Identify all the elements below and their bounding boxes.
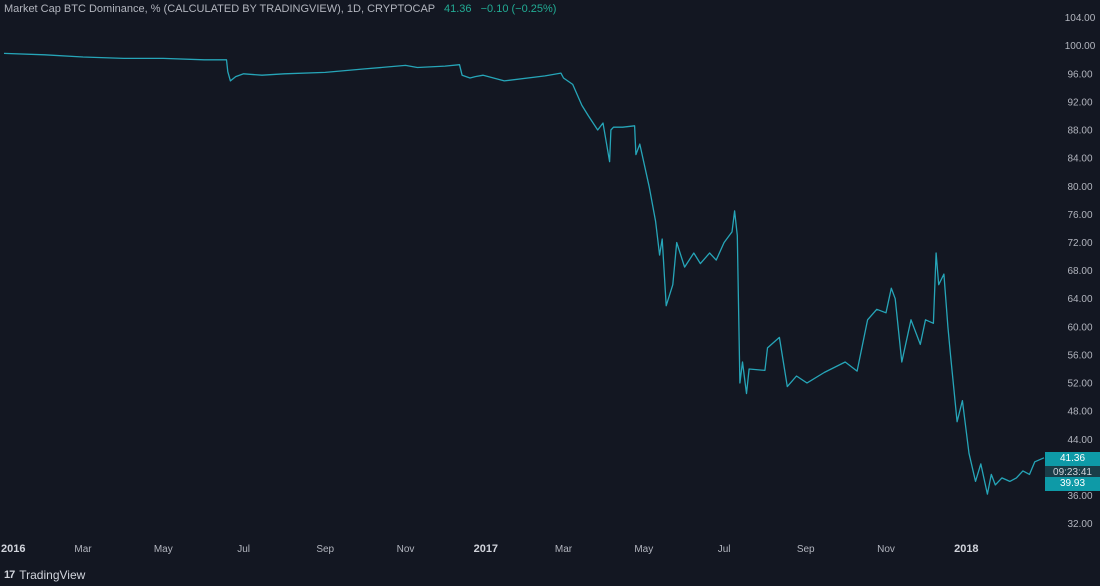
chart-legend-header: Market Cap BTC Dominance, % (CALCULATED …: [4, 3, 556, 15]
y-tick-label: 64.00: [1067, 294, 1092, 305]
btc-dominance-line: [3, 52, 1045, 495]
x-tick-label: 2016: [1, 543, 25, 555]
x-tick-label: 2017: [474, 543, 498, 555]
change-value: −0.10 (−0.25%): [480, 3, 557, 15]
x-tick-label: 2018: [954, 543, 978, 555]
bar-countdown-tag: 09:23:41: [1045, 466, 1100, 480]
y-tick-label: 60.00: [1067, 322, 1092, 333]
y-tick-label: 36.00: [1067, 491, 1092, 502]
x-tick-label: Jul: [718, 544, 731, 555]
brand-name: TradingView: [19, 568, 86, 582]
y-tick-label: 84.00: [1067, 154, 1092, 165]
x-tick-label: May: [634, 544, 653, 555]
y-tick-label: 76.00: [1067, 210, 1092, 221]
y-tick-label: 104.00: [1065, 13, 1096, 24]
x-axis[interactable]: 2016 Mar May Jul Sep Nov 2017 Mar May Jul Sep Nov 20…: [1, 543, 979, 555]
y-tick-label: 96.00: [1067, 69, 1092, 80]
x-tick-label: Mar: [555, 544, 573, 555]
y-tick-label: 48.00: [1067, 407, 1092, 418]
x-tick-label: Mar: [74, 544, 92, 555]
y-tick-label: 88.00: [1067, 126, 1092, 137]
symbol-description: Market Cap BTC Dominance, % (CALCULATED …: [4, 3, 435, 15]
y-tick-label: 32.00: [1067, 519, 1092, 530]
last-value: 41.36: [444, 3, 472, 15]
y-tick-label: 68.00: [1067, 266, 1092, 277]
x-tick-label: Sep: [316, 544, 334, 555]
tradingview-logo-icon: 17: [4, 569, 15, 581]
tradingview-footer[interactable]: 17 TradingView: [0, 564, 1100, 586]
x-tick-label: Nov: [877, 544, 895, 555]
y-tick-label: 52.00: [1067, 379, 1092, 390]
x-tick-label: Jul: [237, 544, 250, 555]
y-tick-label: 56.00: [1067, 350, 1092, 361]
last-price-tag: 41.36: [1045, 452, 1100, 466]
y-tick-label: 92.00: [1067, 97, 1092, 108]
y-tick-label: 100.00: [1065, 41, 1096, 52]
y-tick-label: 72.00: [1067, 238, 1092, 249]
x-tick-label: May: [154, 544, 173, 555]
x-tick-label: Nov: [397, 544, 415, 555]
y-tick-label: 44.00: [1067, 435, 1092, 446]
x-tick-label: Sep: [797, 544, 815, 555]
low-price-tag: 39.93: [1045, 477, 1100, 491]
y-tick-label: 80.00: [1067, 182, 1092, 193]
